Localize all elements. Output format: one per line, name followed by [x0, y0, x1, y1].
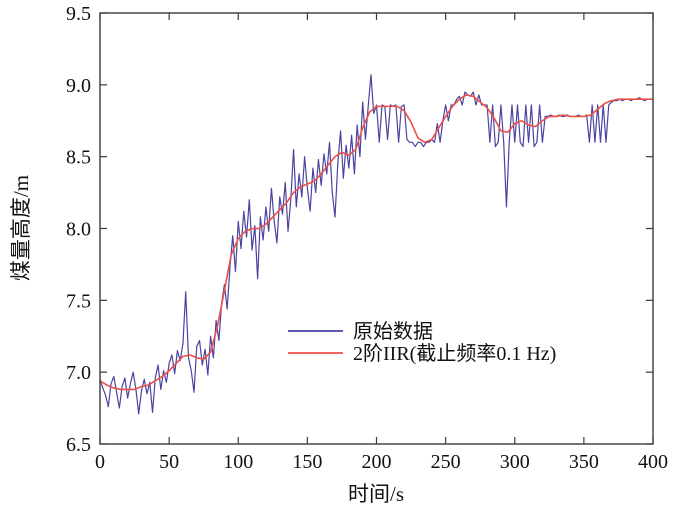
x-axis-label: 时间/s [348, 482, 404, 506]
x-tick-label: 350 [569, 451, 599, 473]
x-tick-label: 300 [500, 451, 530, 473]
series-line-1 [99, 94, 653, 391]
x-tick-label: 250 [431, 451, 461, 473]
y-axis-label: 煤量高度/m [9, 175, 33, 281]
chart-series [99, 74, 653, 415]
legend-label-0: 原始数据 [353, 320, 433, 343]
y-tick-label: 8.0 [66, 219, 91, 241]
y-tick-label: 9.0 [66, 75, 91, 97]
y-tick-label: 6.5 [66, 434, 91, 456]
x-axis-ticks: 0 50 100 150 200 250 300 350 400 [95, 13, 668, 473]
x-tick-label: 0 [95, 451, 105, 473]
x-tick-label: 100 [223, 451, 253, 473]
y-axis-ticks: 6.5 7.0 7.5 8.0 8.5 9.0 9.5 [66, 3, 653, 456]
y-tick-label: 7.0 [66, 362, 91, 384]
x-tick-label: 200 [362, 451, 392, 473]
x-tick-label: 400 [638, 451, 668, 473]
legend-label-1: 2阶IIR(截止频率0.1 Hz) [353, 342, 556, 365]
y-tick-label: 9.5 [66, 3, 91, 25]
y-tick-label: 8.5 [66, 147, 91, 169]
x-tick-label: 150 [292, 451, 322, 473]
x-tick-label: 50 [159, 451, 179, 473]
y-tick-label: 7.5 [66, 290, 91, 312]
